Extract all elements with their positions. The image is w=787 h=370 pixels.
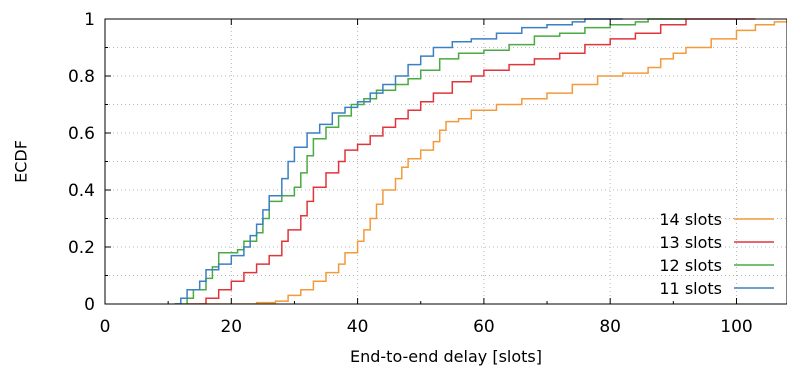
series-line-13-slots [187,18,756,304]
y-tick-label: 0.8 [68,67,95,87]
tick-layer: 0 20 40 60 80 100 0 0.2 0.4 0.6 0.8 1 [68,10,753,337]
legend-label: 13 slots [659,233,722,252]
y-axis-label: ECDF [12,140,31,183]
series-line-12-slots [174,18,686,304]
y-tick-label: 0.4 [68,181,95,201]
y-tick-label: 0 [84,295,95,315]
series-line-14-slots [199,19,787,304]
x-tick-label: 20 [220,317,242,337]
legend-label: 12 slots [659,256,722,275]
series-layer [174,18,787,304]
x-tick-label: 40 [347,317,369,337]
x-tick-label: 100 [720,317,752,337]
legend-label: 14 slots [659,210,722,229]
x-tick-label: 0 [100,317,111,337]
y-tick-label: 0.2 [68,238,95,258]
legend: 14 slots 13 slots 12 slots 11 slots [659,210,774,298]
y-tick-label: 0.6 [68,124,95,144]
y-tick-label: 1 [84,10,95,30]
x-axis-label: End-to-end delay [slots] [350,347,542,366]
legend-label: 11 slots [659,279,722,298]
x-tick-label: 80 [599,317,621,337]
x-tick-label: 60 [473,317,495,337]
grid [104,18,787,305]
series-line-11-slots [174,18,623,304]
